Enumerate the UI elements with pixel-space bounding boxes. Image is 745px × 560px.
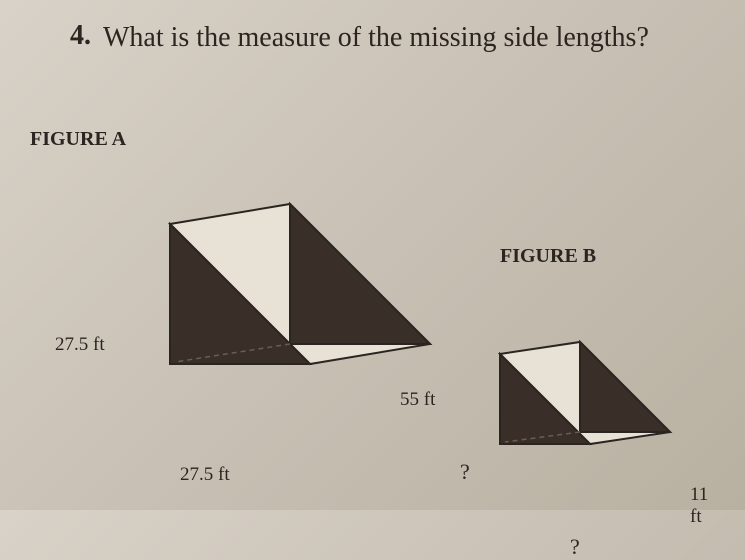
question-number: 4. [70,20,91,52]
figure-a-left-measurement: 27.5 ft [55,334,105,356]
figure-b-back-triangle [580,342,670,432]
figure-b-left-measurement: ? [460,459,470,485]
diagram-container: 27.5 ft 27.5 ft 55 ft ? ? 11 ft [30,64,715,444]
figure-b-right-measurement: 11 ft [690,484,715,528]
figure-a-back-triangle [290,204,430,344]
figure-a-bottom-measurement: 27.5 ft [180,464,230,486]
figure-b-bottom-measurement: ? [570,534,580,560]
question-text: What is the measure of the missing side … [103,20,649,56]
question-header: 4. What is the measure of the missing si… [30,20,715,56]
figure-a-prism [60,194,460,394]
figure-b-prism [430,334,710,474]
figure-a-right-measurement: 55 ft [400,389,435,411]
